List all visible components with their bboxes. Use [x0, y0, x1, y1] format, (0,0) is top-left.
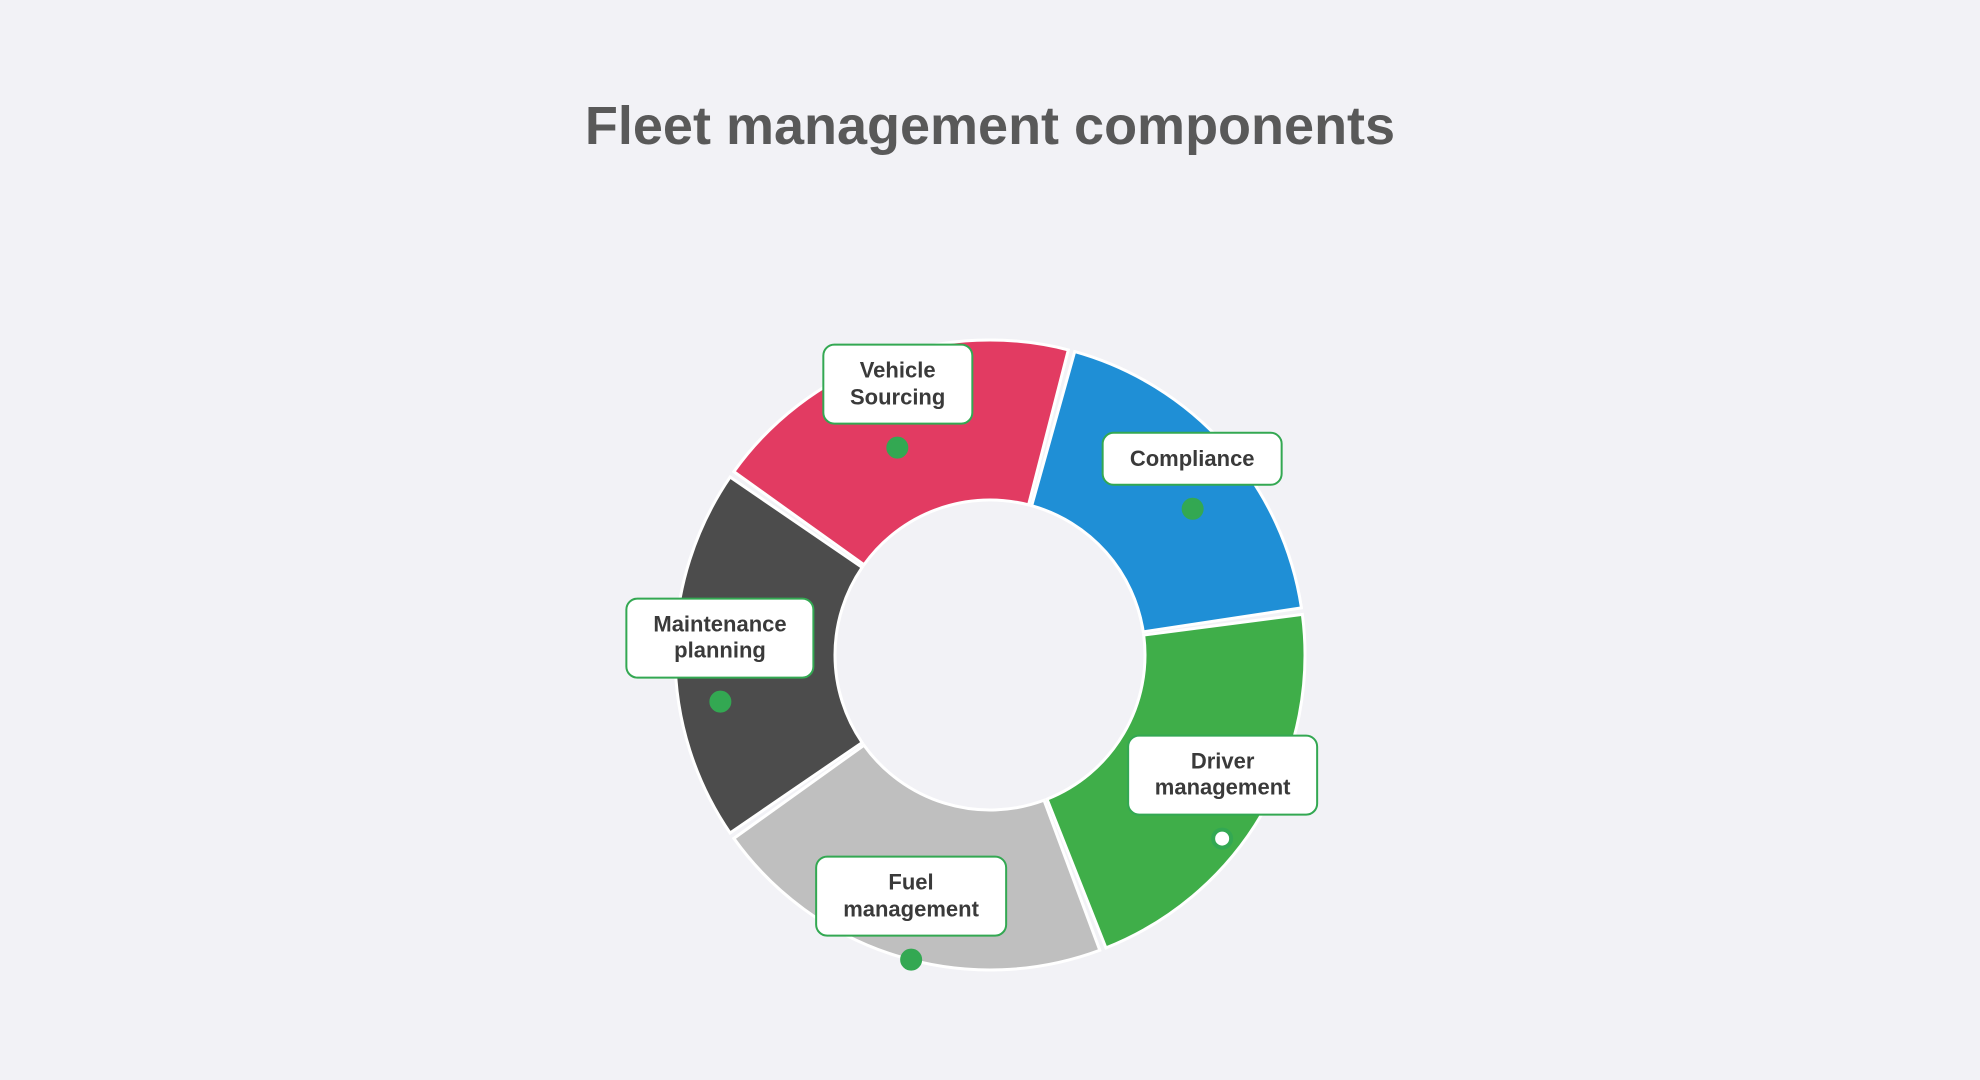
donut-segment — [1047, 614, 1305, 947]
page: Fleet management components ComplianceDr… — [0, 0, 1980, 1080]
chart-title: Fleet management components — [0, 95, 1980, 157]
donut-chart: ComplianceDriver managementFuel manageme… — [655, 320, 1325, 990]
donut-segment — [1032, 352, 1302, 632]
